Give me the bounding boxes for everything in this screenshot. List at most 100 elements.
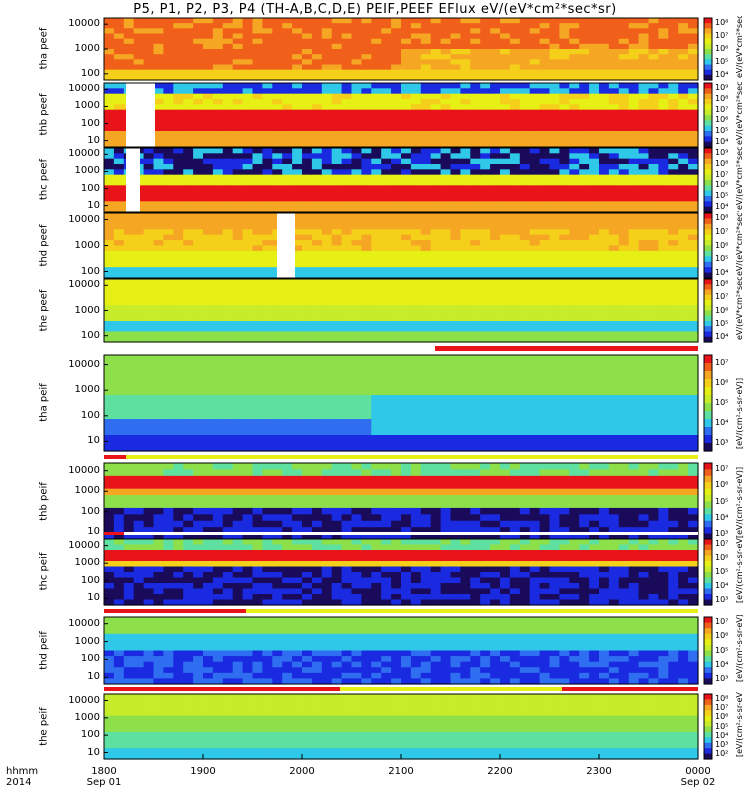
spectrogram-cell <box>391 141 402 148</box>
spectrogram-cell <box>628 240 640 247</box>
spectrogram-cell <box>490 427 501 436</box>
spectrogram-cell <box>599 256 610 263</box>
colorbar-6 <box>703 354 713 452</box>
spectrogram-cell <box>272 104 283 111</box>
spectrogram-cell <box>569 250 580 257</box>
spectrogram-cell <box>232 315 244 322</box>
spectrogram-cell <box>331 250 343 257</box>
spectrogram-cell <box>143 153 155 160</box>
spectrogram-cell <box>539 54 551 60</box>
spectrogram-cell <box>688 190 699 197</box>
spectrogram-cell <box>668 148 679 154</box>
spectrogram-cell <box>371 289 382 296</box>
spectrogram-cell <box>133 284 145 291</box>
spectrogram-cell <box>272 411 283 420</box>
spectrogram-cell <box>450 54 461 60</box>
spectrogram-cell <box>599 234 610 241</box>
spectrogram-cell <box>678 201 689 208</box>
spectrogram-cell <box>282 104 293 111</box>
spectrogram-cell <box>104 403 115 412</box>
spectrogram-cell <box>272 305 283 312</box>
spectrogram-cell <box>519 69 531 76</box>
spectrogram-cell <box>480 514 491 522</box>
spectrogram-cell <box>302 164 313 170</box>
spectrogram-cell <box>569 158 580 165</box>
spectrogram-cell <box>401 69 412 76</box>
spectrogram-cell <box>183 326 194 333</box>
spectrogram-cell <box>331 59 343 66</box>
spectrogram-cell <box>410 300 422 306</box>
spectrogram-cell <box>490 153 501 160</box>
spectrogram-cell <box>113 153 125 160</box>
spectrogram-cell <box>589 267 600 274</box>
spectrogram-cell <box>222 131 234 137</box>
spectrogram-cell <box>559 229 570 236</box>
spectrogram-cell <box>391 501 402 509</box>
spectrogram-cell <box>321 131 333 137</box>
spectrogram-cell <box>450 403 461 412</box>
spectrogram-cell <box>688 379 699 388</box>
spectrogram-cell <box>500 180 511 186</box>
spectrogram-cell <box>658 180 669 186</box>
spectrogram-cell <box>133 435 145 444</box>
colorbar-swatch <box>704 23 712 27</box>
spectrogram-cell <box>460 267 471 274</box>
spectrogram-cell <box>361 475 372 483</box>
spectrogram-cell <box>302 185 313 192</box>
spectrogram-cell <box>401 315 412 322</box>
spectrogram-cell <box>519 403 531 412</box>
spectrogram-cell <box>153 520 164 528</box>
colorbar-swatch <box>704 371 712 376</box>
spectrogram-cell <box>242 104 254 111</box>
spectrogram-cell <box>480 387 491 396</box>
spectrogram-cell <box>143 69 155 76</box>
spectrogram-cell <box>123 469 135 477</box>
spectrogram-cell <box>222 153 234 160</box>
colorbar-swatch <box>704 156 712 160</box>
colorbar-swatch <box>704 259 712 263</box>
spectrogram-cell <box>282 64 293 71</box>
spectrogram-cell <box>282 279 293 285</box>
spectrogram-cell <box>618 218 630 225</box>
colorbar-swatch <box>704 88 712 92</box>
spectrogram-cell <box>668 83 679 89</box>
spectrogram-cell <box>599 74 610 81</box>
spectrogram-cell <box>410 395 422 404</box>
spectrogram-cell <box>638 315 650 322</box>
spectrogram-cell <box>371 507 382 515</box>
spectrogram-cell <box>569 289 580 296</box>
spectrogram-cell <box>123 379 135 388</box>
spectrogram-cell <box>341 520 353 528</box>
spectrogram-cell <box>302 28 313 35</box>
spectrogram-cell <box>331 125 343 132</box>
spectrogram-cell <box>688 331 699 338</box>
spectrogram-cell <box>500 206 511 213</box>
spectrogram-cell <box>311 326 323 333</box>
spectrogram-cell <box>648 153 659 160</box>
spectrogram-cell <box>321 443 333 452</box>
spectrogram-cell <box>292 463 303 471</box>
spectrogram-cell <box>222 315 234 322</box>
spectrogram-cell <box>153 83 164 89</box>
spectrogram-cell <box>589 43 600 50</box>
spectrogram-cell <box>341 294 353 301</box>
spectrogram-cell <box>480 190 491 197</box>
spectrogram-cell <box>203 300 214 306</box>
spectrogram-cell <box>321 190 333 197</box>
spectrogram-cell <box>430 294 442 301</box>
spectrogram-cell <box>173 234 184 241</box>
spectrogram-cell <box>549 136 560 143</box>
spectrogram-cell <box>212 475 224 483</box>
spectrogram-cell <box>410 245 422 252</box>
spectrogram-cell <box>232 104 244 111</box>
spectrogram-cell <box>371 411 382 420</box>
spectrogram-cell <box>193 141 204 148</box>
spectrogram-cell <box>123 315 135 322</box>
spectrogram-cell <box>331 23 343 29</box>
spectrogram-cell <box>638 64 650 71</box>
spectrogram-cell <box>460 69 471 76</box>
spectrogram-cell <box>242 18 254 24</box>
spectrogram-cell <box>252 284 263 291</box>
spectrogram-cell <box>470 379 481 388</box>
spectrogram-cell <box>193 379 204 388</box>
